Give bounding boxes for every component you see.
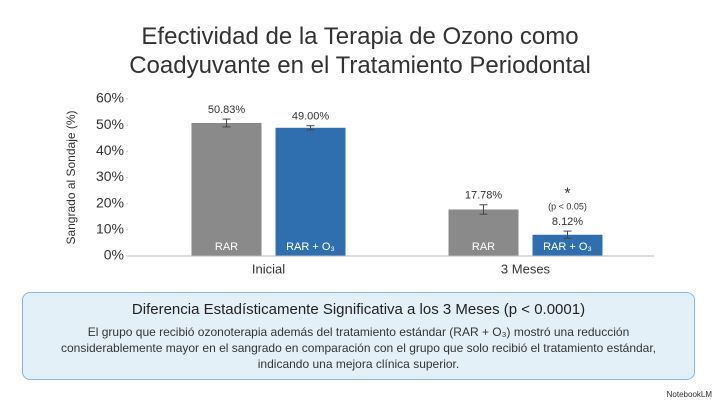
bar	[532, 234, 603, 256]
series-label: RAR + O₃	[543, 241, 592, 253]
series-label: RAR	[215, 241, 238, 253]
callout-text: El grupo que recibió ozonoterapia además…	[60, 325, 657, 371]
annotation-p: (p < 0.05)	[548, 201, 587, 211]
y-tick-label: 20%	[96, 194, 124, 210]
value-label: 50.83%	[208, 104, 246, 116]
y-tick-label: 60%	[96, 90, 124, 106]
y-tick-label: 0%	[104, 247, 124, 263]
bar	[191, 122, 262, 256]
footer-brand: NotebookLM	[666, 390, 712, 399]
annotation-star: *	[564, 185, 570, 202]
bar	[448, 209, 519, 256]
value-label: 49.00%	[292, 111, 330, 123]
series-label: RAR	[472, 241, 495, 253]
y-tick-label: 50%	[96, 116, 124, 132]
x-tick-label: 3 Meses	[501, 261, 551, 276]
value-label: 17.78%	[465, 190, 503, 202]
bar	[275, 127, 346, 257]
x-tick-label: Inicial	[252, 261, 285, 276]
chart-title: Efectividad de la Terapia de Ozono como …	[129, 23, 591, 79]
value-label: 8.12%	[552, 216, 583, 228]
callout-title: Diferencia Estadísticamente Significativ…	[131, 301, 586, 318]
y-tick-label: 10%	[96, 221, 124, 237]
callout-box: Diferencia Estadísticamente Significativ…	[22, 292, 695, 380]
y-tick-label: 40%	[96, 142, 124, 158]
series-label: RAR + O₃	[286, 241, 335, 253]
y-tick-label: 30%	[96, 168, 124, 184]
y-axis-label: Sangrado al Sondaje (%)	[64, 110, 78, 244]
